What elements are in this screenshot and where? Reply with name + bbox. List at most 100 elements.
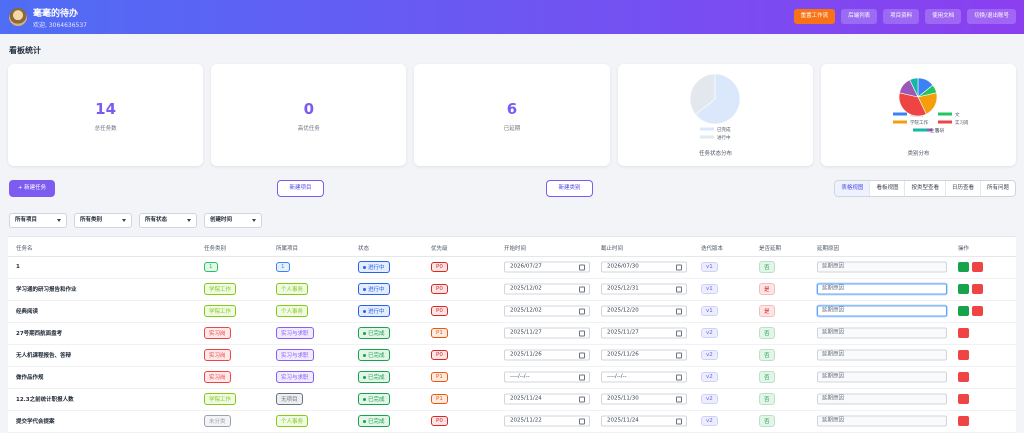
- delete-button[interactable]: [958, 372, 969, 382]
- pie-slice: [898, 92, 927, 117]
- new-task-button[interactable]: + 新建任务: [9, 180, 55, 197]
- column-header: 所属项目: [276, 246, 299, 252]
- delay-reason-input[interactable]: 延期原因: [817, 371, 947, 383]
- legend-label: 学院工作: [910, 119, 928, 126]
- project-badge: 个人事务: [276, 415, 309, 427]
- delay-reason-input[interactable]: 延期原因: [817, 327, 947, 339]
- priority-badge: P0: [431, 306, 448, 316]
- filter-select[interactable]: 所有状态: [139, 213, 197, 228]
- start-date[interactable]: ----/--/--: [504, 371, 590, 383]
- category-badge: 学院工作: [204, 393, 237, 405]
- legend-swatch: [912, 128, 927, 132]
- project-badge: 1: [276, 262, 290, 272]
- delayed-badge: 是: [759, 283, 775, 295]
- delay-reason-input[interactable]: 延期原因: [817, 393, 947, 405]
- start-date[interactable]: 2025/11/22: [504, 415, 590, 427]
- status-badge: 已完成: [358, 393, 390, 405]
- priority-badge: P0: [431, 350, 448, 360]
- complete-button[interactable]: [958, 284, 969, 294]
- legend-label: 生活: [930, 127, 939, 134]
- delayed-badge: 是: [759, 305, 775, 317]
- status-badge: 已完成: [358, 371, 390, 383]
- view-tab[interactable]: 日历查看: [944, 181, 980, 196]
- complete-button[interactable]: [958, 306, 969, 316]
- filter-select[interactable]: 所有项目: [9, 213, 67, 228]
- app-title: 毫毫的待办: [33, 9, 79, 19]
- filter-select[interactable]: 所有类别: [74, 213, 132, 228]
- task-name: 27号期西航面盘考: [16, 331, 63, 337]
- delete-button[interactable]: [958, 328, 969, 338]
- status-badge: 已完成: [358, 415, 390, 427]
- section-title: 看板统计: [9, 46, 41, 55]
- delay-reason-input[interactable]: 延期原因: [817, 283, 947, 295]
- column-header: 任务名: [16, 246, 33, 252]
- start-date[interactable]: 2025/11/24: [504, 393, 590, 405]
- version-badge: v2: [701, 372, 718, 382]
- new-project-button[interactable]: 新建项目: [277, 180, 324, 197]
- end-date[interactable]: 2026/07/30: [601, 261, 687, 273]
- stat-label: 高优任务: [297, 126, 320, 132]
- stat-card: 14 总任务数: [8, 64, 204, 166]
- delete-button[interactable]: [972, 284, 983, 294]
- chart-title: 任务状态分布: [699, 149, 733, 157]
- new-category-button[interactable]: 新建类别: [546, 180, 593, 197]
- welcome-text: 欢迎, 3064636537: [33, 22, 87, 29]
- end-date[interactable]: 2025/12/20: [601, 305, 687, 317]
- filter-select[interactable]: 创建时间: [204, 213, 262, 228]
- avatar[interactable]: [9, 8, 27, 26]
- start-date[interactable]: 2025/11/26: [504, 349, 590, 361]
- project-badge: 个人事务: [276, 305, 309, 317]
- start-date[interactable]: 2025/11/27: [504, 327, 590, 339]
- stat-card: 0 高优任务: [211, 64, 407, 166]
- end-date[interactable]: 2025/11/24: [601, 415, 687, 427]
- column-header: 状态: [358, 246, 370, 252]
- end-date[interactable]: 2025/11/26: [601, 349, 687, 361]
- priority-badge: P1: [431, 372, 448, 382]
- end-date[interactable]: 2025/12/31: [601, 283, 687, 295]
- status-badge: 进行中: [358, 283, 390, 295]
- filters: 所有项目 所有类别 所有状态 创建时间: [9, 213, 262, 228]
- row-divider: [8, 388, 1016, 389]
- view-tab[interactable]: 看板视图: [869, 181, 904, 196]
- delete-button[interactable]: [958, 394, 969, 404]
- delay-reason-input[interactable]: 延期原因: [817, 305, 947, 317]
- project-badge: 无项目: [276, 393, 303, 405]
- header-button[interactable]: 使用文档: [925, 9, 962, 24]
- pie-slice: [909, 77, 919, 98]
- end-date[interactable]: ----/--/--: [601, 371, 687, 383]
- stat-card: 6 已延期: [414, 64, 610, 166]
- project-badge: 实习与求职: [276, 327, 314, 339]
- start-date[interactable]: 2025/12/02: [504, 305, 590, 317]
- delay-reason-input[interactable]: 延期原因: [817, 349, 947, 361]
- complete-button[interactable]: [958, 262, 969, 272]
- start-date[interactable]: 2026/07/27: [504, 261, 590, 273]
- header-button[interactable]: 后端列表: [841, 9, 878, 24]
- stat-value: 0: [303, 100, 315, 118]
- delete-button[interactable]: [958, 350, 969, 360]
- view-tab[interactable]: 所有问题: [979, 181, 1015, 196]
- task-name: 做作品作规: [16, 375, 44, 381]
- end-date[interactable]: 2025/11/30: [601, 393, 687, 405]
- view-tab[interactable]: 按类型查看: [904, 181, 945, 196]
- delay-reason-input[interactable]: 延期原因: [817, 415, 947, 427]
- category-badge: 未分类: [204, 415, 231, 427]
- delete-button[interactable]: [958, 416, 969, 426]
- delayed-badge: 否: [759, 327, 775, 339]
- delete-button[interactable]: [972, 262, 983, 272]
- row-divider: [8, 410, 1016, 411]
- task-name: 1: [16, 264, 20, 270]
- delay-reason-input[interactable]: 延期原因: [817, 261, 947, 273]
- row-divider: [8, 300, 1016, 301]
- view-tabs: 表格视图 看板视图 按类型查看 日历查看 所有问题: [834, 180, 1016, 197]
- priority-badge: P1: [431, 328, 448, 338]
- view-tab[interactable]: 表格视图: [835, 181, 870, 196]
- start-date[interactable]: 2025/12/02: [504, 283, 590, 295]
- header-button[interactable]: 项目资料: [883, 9, 920, 24]
- category-badge: 实习岗: [204, 349, 231, 361]
- header-button[interactable]: 切换/退出账号: [967, 9, 1016, 24]
- end-date[interactable]: 2025/11/27: [601, 327, 687, 339]
- column-header: 是否延期: [759, 246, 782, 252]
- reset-button[interactable]: 重置工作流: [793, 9, 836, 24]
- delete-button[interactable]: [972, 306, 983, 316]
- category-badge: 实习岗: [204, 371, 231, 383]
